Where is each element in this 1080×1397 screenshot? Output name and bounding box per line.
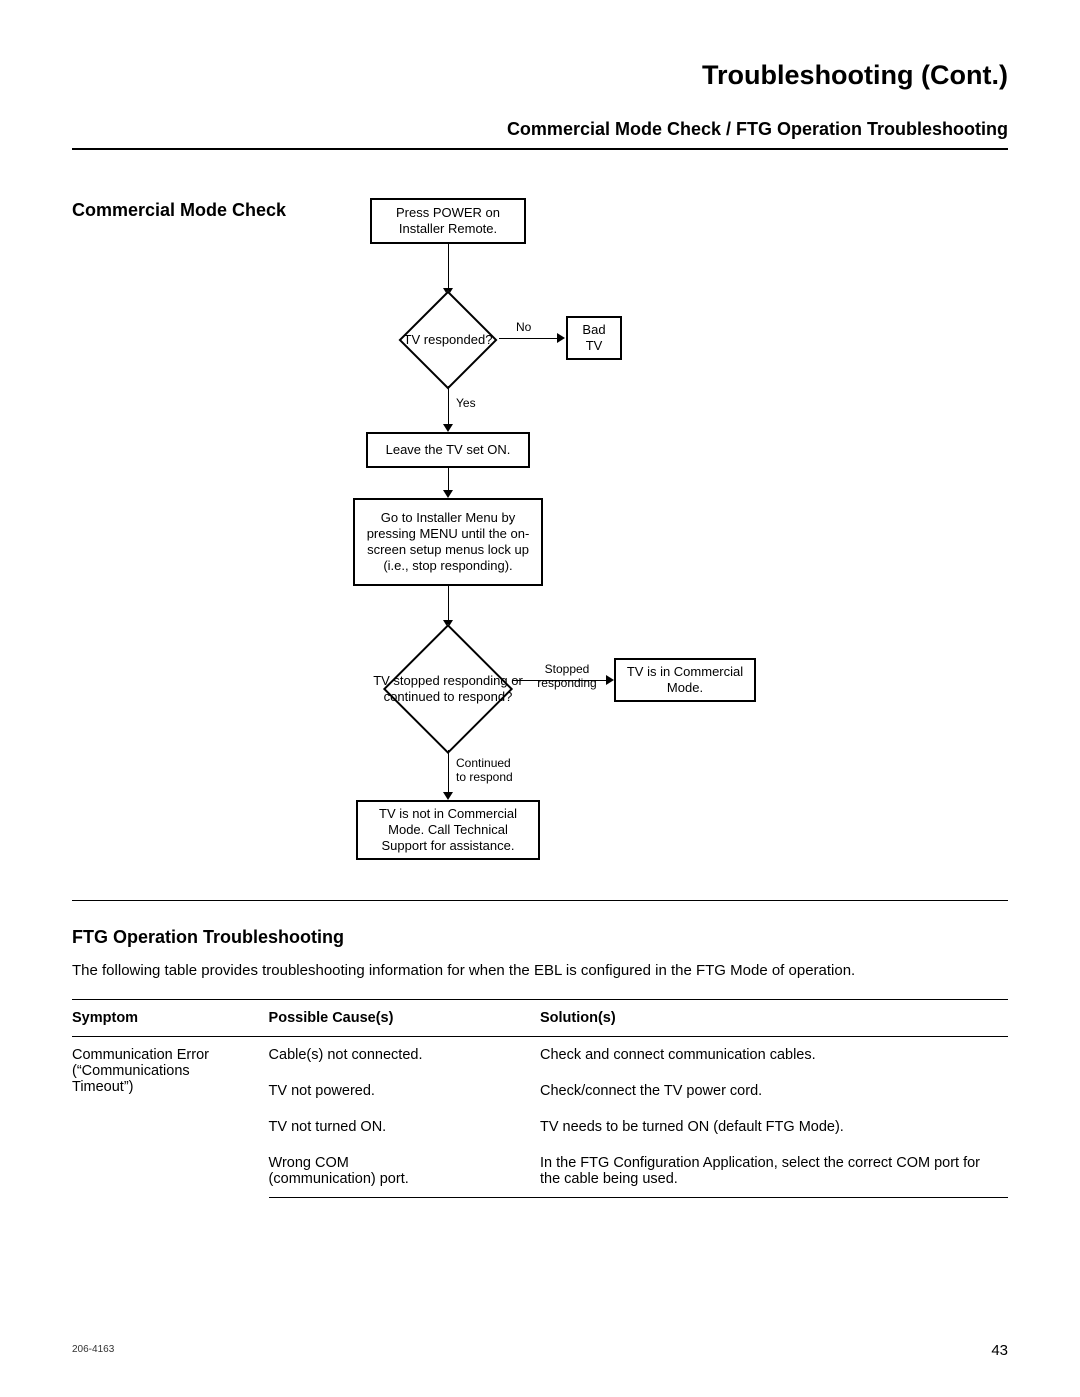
col-cause: Possible Cause(s)	[269, 1000, 540, 1037]
cell-symptom: Communication Error (“Communications Tim…	[72, 1037, 269, 1198]
node-installer-menu: Go to Installer Menu by pressing MENU un…	[353, 498, 543, 586]
node-text: TV stopped responding or continued to re…	[370, 673, 526, 704]
arrow-right-icon	[557, 333, 565, 343]
node-text: TV is not in Commercial Mode. Call Techn…	[364, 806, 532, 855]
cell-cause: TV not powered.	[269, 1073, 540, 1109]
arrow-down-icon	[443, 424, 453, 432]
ftg-intro: The following table provides troubleshoo…	[72, 962, 1008, 979]
troubleshooting-table: Symptom Possible Cause(s) Solution(s) Co…	[72, 999, 1008, 1198]
node-stopped-or-continued: TV stopped responding or continued to re…	[370, 624, 526, 754]
node-text: Press POWER on Installer Remote.	[378, 205, 518, 238]
cell-cause: TV not turned ON.	[269, 1109, 540, 1145]
node-text: Bad TV	[574, 322, 614, 355]
cell-solution: Check and connect communication cables.	[540, 1037, 1008, 1074]
col-symptom: Symptom	[72, 1000, 269, 1037]
table-row: Communication Error (“Communications Tim…	[72, 1037, 1008, 1074]
connector	[448, 468, 449, 492]
connector	[448, 586, 449, 624]
flowchart: Press POWER on Installer Remote. TV resp…	[0, 0, 1080, 900]
node-text: TV is in Commercial Mode.	[622, 664, 748, 697]
edge-label-yes: Yes	[456, 396, 476, 410]
edge-label-stopped: Stopped responding	[530, 662, 604, 690]
ftg-title: FTG Operation Troubleshooting	[72, 927, 1008, 948]
node-leave-on: Leave the TV set ON.	[366, 432, 530, 468]
node-text: Leave the TV set ON.	[386, 442, 511, 458]
ftg-section: FTG Operation Troubleshooting The follow…	[72, 900, 1008, 1198]
cell-solution: Check/connect the TV power cord.	[540, 1073, 1008, 1109]
edge-label-continued: Continued to respond	[456, 756, 536, 784]
cell-cause: Wrong COM (communication) port.	[269, 1145, 540, 1198]
node-tv-responded: TV responded?	[383, 292, 513, 388]
connector	[448, 244, 449, 292]
node-bad-tv: Bad TV	[566, 316, 622, 360]
cell-solution: TV needs to be turned ON (default FTG Mo…	[540, 1109, 1008, 1145]
cell-cause: Cable(s) not connected.	[269, 1037, 540, 1074]
node-text: TV responded?	[404, 332, 493, 348]
arrow-down-icon	[443, 792, 453, 800]
col-solution: Solution(s)	[540, 1000, 1008, 1037]
node-not-commercial: TV is not in Commercial Mode. Call Techn…	[356, 800, 540, 860]
page-number: 43	[991, 1342, 1008, 1359]
doc-code: 206-4163	[72, 1344, 114, 1355]
node-text: Go to Installer Menu by pressing MENU un…	[361, 510, 535, 575]
page: Troubleshooting (Cont.) Commercial Mode …	[0, 0, 1080, 1397]
node-commercial-mode: TV is in Commercial Mode.	[614, 658, 756, 702]
connector	[448, 750, 449, 794]
arrow-down-icon	[443, 490, 453, 498]
connector	[448, 386, 449, 426]
edge-label-no: No	[516, 320, 531, 334]
arrow-right-icon	[606, 675, 614, 685]
table-header-row: Symptom Possible Cause(s) Solution(s)	[72, 1000, 1008, 1037]
node-press-power: Press POWER on Installer Remote.	[370, 198, 526, 244]
cell-solution: In the FTG Configuration Application, se…	[540, 1145, 1008, 1198]
divider	[72, 900, 1008, 901]
connector	[499, 338, 559, 339]
